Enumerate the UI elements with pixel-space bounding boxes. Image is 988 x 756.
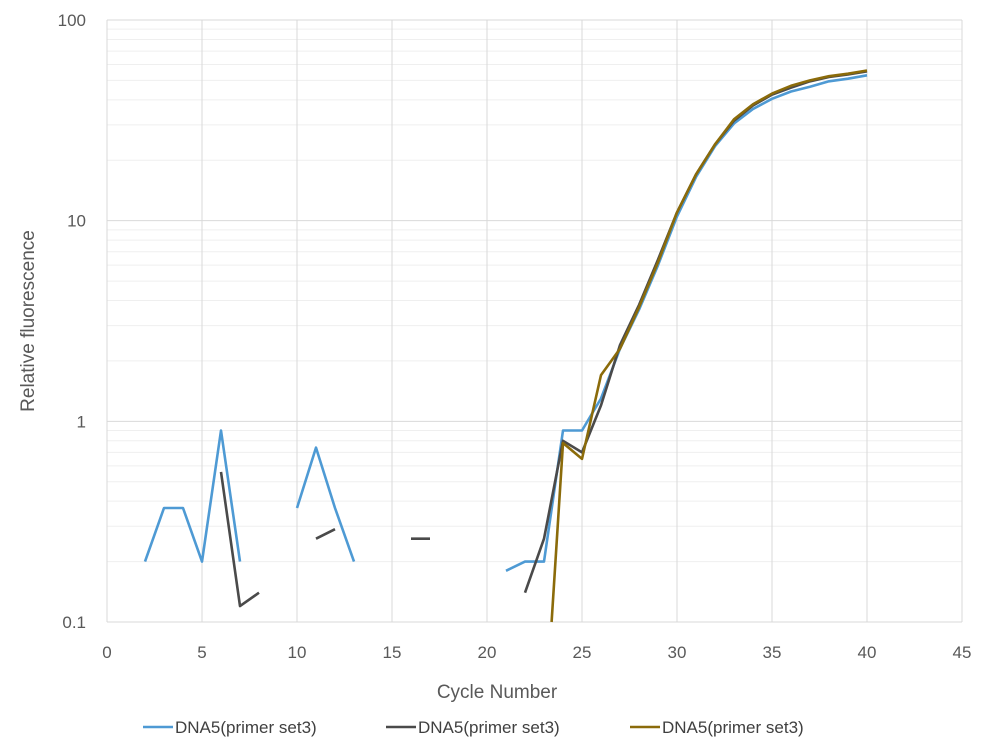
legend-item-1: DNA5(primer set3) <box>143 718 317 737</box>
x-axis-title: Cycle Number <box>437 682 558 703</box>
series-line-segment <box>315 528 336 540</box>
x-tick-label: 0 <box>102 643 111 662</box>
legend-item-2: DNA5(primer set3) <box>386 718 560 737</box>
y-axis-title: Relative fluorescence <box>18 230 39 412</box>
x-tick-label: 15 <box>383 643 402 662</box>
series-line-segment <box>295 446 356 563</box>
series-line-segment <box>550 69 868 623</box>
legend: DNA5(primer set3) DNA5(primer set3) DNA5(p… <box>143 718 804 737</box>
x-tick-label: 25 <box>573 643 592 662</box>
x-tick-label: 35 <box>763 643 782 662</box>
series-line-segment <box>505 74 868 572</box>
x-axis-ticks: 0 5 10 15 20 25 30 35 40 45 <box>102 643 971 662</box>
x-tick-label: 10 <box>288 643 307 662</box>
series-line-segment <box>219 471 260 608</box>
x-tick-label: 45 <box>953 643 972 662</box>
x-tick-label: 40 <box>858 643 877 662</box>
series-line-segment <box>143 429 242 563</box>
legend-label: DNA5(primer set3) <box>662 718 804 737</box>
series-1 <box>143 74 868 572</box>
y-tick-label: 10 <box>67 212 86 231</box>
y-tick-label: 1 <box>77 412 86 431</box>
x-tick-label: 5 <box>197 643 206 662</box>
legend-label: DNA5(primer set3) <box>175 718 317 737</box>
x-tick-label: 20 <box>478 643 497 662</box>
legend-item-3: DNA5(primer set3) <box>630 718 804 737</box>
series-3 <box>550 69 868 623</box>
x-tick-label: 30 <box>668 643 687 662</box>
y-axis-ticks: 0.1 1 10 100 <box>58 11 86 632</box>
y-tick-label: 100 <box>58 11 86 30</box>
series-lines <box>143 69 868 623</box>
legend-label: DNA5(primer set3) <box>418 718 560 737</box>
y-tick-label: 0.1 <box>62 613 86 632</box>
